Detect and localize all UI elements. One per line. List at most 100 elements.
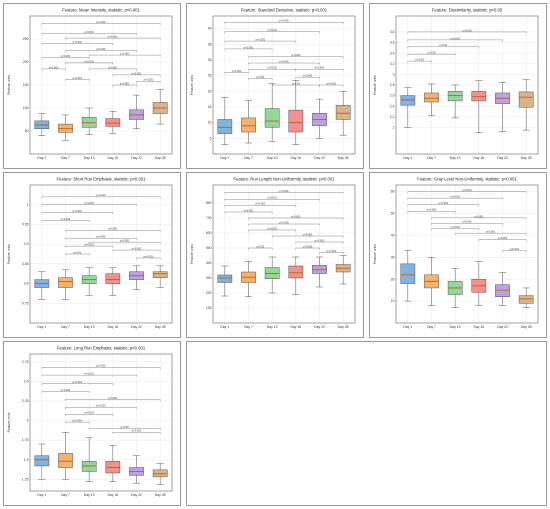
p-value-label: p<0.001: [279, 220, 289, 224]
y-tick-label: 1.25: [22, 477, 29, 481]
y-tick-label: 3.8: [390, 30, 395, 34]
y-axis-label: Feature units: [373, 244, 377, 264]
y-tick-label: 800: [206, 201, 212, 205]
box-iqr: [217, 274, 233, 283]
significance-bracket: p<0.001: [65, 243, 114, 248]
p-value-label: p<0.001: [315, 66, 325, 70]
box-day-22: [495, 272, 510, 306]
significance-bracket: p<0.001: [407, 201, 480, 207]
x-tick-label: Day 13: [267, 325, 278, 329]
y-axis-label: Feature units: [190, 75, 194, 95]
p-value-label: p<0.01: [256, 75, 265, 79]
significance-bracket: p<0.001: [295, 238, 344, 244]
bracket-line: [65, 79, 90, 81]
significance-bracket: p<0.001: [41, 40, 114, 45]
y-tick-label: 150: [23, 83, 29, 87]
y-axis-label: Feature units: [7, 244, 11, 264]
p-value-label: p<0.001: [73, 40, 83, 44]
x-tick-label: Day 22: [131, 156, 142, 160]
y-tick-label: 100: [206, 306, 212, 310]
y-tick-label: 3.4: [390, 51, 395, 55]
y-tick-label: 200: [23, 60, 29, 64]
significance-bracket: p<0.001: [65, 227, 161, 232]
panel-short-run-emphasis: Feature: Short Run Emphasis, statistic: …: [3, 172, 181, 338]
p-value-label: p<0.001: [291, 53, 301, 57]
box-day-28: [518, 287, 534, 308]
box-iqr: [264, 108, 280, 128]
bracket-line: [224, 72, 249, 74]
p-value-label: p<0.001: [73, 76, 83, 80]
p-value-label: p<0.001: [498, 236, 508, 240]
bracket-line: [41, 204, 137, 207]
chart-svg: Feature: Mean Intensity, statistic: p<0.…: [7, 8, 173, 160]
significance-bracket: p<0.05: [407, 58, 432, 63]
box-day-22: [312, 98, 327, 139]
bracket-line: [136, 81, 161, 83]
p-value-label: p<0.001: [267, 66, 277, 70]
panel-mean-intensity: Feature: Mean Intensity, statistic: p<0.…: [3, 3, 181, 169]
box-day-16: [105, 445, 121, 482]
x-tick-label: Day 7: [61, 325, 70, 329]
y-tick-label: 0.85: [22, 262, 29, 266]
significance-bracket: p<0.001: [136, 254, 161, 260]
y-tick-label: 25: [208, 74, 212, 78]
bracket-line: [112, 432, 161, 434]
box-day-28: [152, 463, 168, 485]
p-value-label: p<0.001: [84, 411, 94, 415]
significance-bracket: p<0.001: [112, 71, 161, 77]
p-value-label: p<0.001: [462, 220, 472, 224]
significance-bracket: p<0.001: [112, 81, 137, 87]
bracket-line: [41, 23, 161, 25]
box-iqr: [241, 117, 256, 133]
significance-bracket: p<0.001: [431, 225, 480, 231]
x-tick-label: Day 7: [244, 325, 253, 329]
p-value-label: p<0.001: [327, 81, 337, 85]
bracket-line: [224, 31, 320, 34]
y-axis-label: Feature units: [373, 75, 377, 95]
y-tick-label: 2.4: [390, 104, 395, 108]
box-iqr: [518, 91, 534, 108]
bracket-line: [41, 212, 114, 214]
box-day-16: [105, 267, 121, 296]
bracket-line: [407, 54, 456, 56]
x-tick-label: Day 13: [84, 156, 95, 160]
p-value-label: p<0.001: [267, 196, 277, 200]
bracket-line: [88, 68, 137, 71]
p-value-label: p<0.001: [84, 243, 94, 247]
p-value-label: p<0.001: [84, 201, 94, 205]
p-value-label: p<0.001: [132, 71, 142, 75]
box-day-7: [58, 114, 73, 141]
significance-bracket: p<0.001: [136, 78, 161, 83]
box-day-1: [34, 443, 50, 480]
significance-bracket: p<0.001: [271, 232, 344, 238]
significance-bracket: p<0.001: [248, 53, 344, 59]
chart-svg: Feature: Run Length Non-Uniformity, stat…: [190, 177, 356, 329]
p-value-label: p<0.05: [427, 51, 436, 55]
significance-bracket: p<0.001: [65, 47, 137, 52]
chart-title: Feature: Gray Level Non-Uniformity, stat…: [417, 177, 517, 182]
bracket-line: [65, 421, 90, 424]
bracket-line: [248, 247, 273, 250]
box-iqr: [400, 263, 416, 284]
y-tick-label: 2.25: [22, 399, 29, 403]
y-tick-label: 2.75: [22, 360, 29, 364]
bracket-line: [431, 217, 527, 220]
bracket-line: [41, 391, 90, 393]
bracket-line: [88, 428, 161, 430]
box-iqr: [152, 271, 168, 278]
p-value-label: p<0.001: [244, 45, 254, 49]
bracket-line: [224, 48, 273, 51]
chart-title: Feature: Dissimilarity, statistic: p<0.0…: [432, 8, 503, 13]
box-day-22: [312, 256, 327, 288]
box-iqr: [217, 119, 233, 134]
significance-bracket: p<0.001: [295, 244, 320, 250]
p-value-label: p<0.05: [121, 425, 130, 429]
box-day-28: [335, 91, 351, 136]
significance-bracket: p<0.001: [407, 188, 527, 193]
y-tick-label: 0.75: [22, 301, 29, 305]
bracket-line: [454, 233, 527, 235]
y-tick-label: 20: [208, 89, 212, 93]
chart-title: Feature: Short Run Emphasis, statistic: …: [56, 177, 146, 182]
y-tick-label: 40: [391, 233, 395, 237]
p-value-label: p<0.001: [244, 208, 254, 212]
